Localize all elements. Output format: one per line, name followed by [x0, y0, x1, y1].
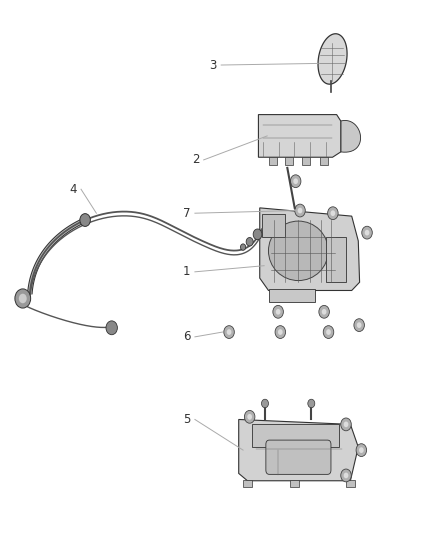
Circle shape [295, 204, 305, 217]
Bar [243, 480, 252, 487]
Bar [320, 157, 328, 165]
Polygon shape [318, 34, 347, 84]
Text: 3: 3 [209, 59, 217, 71]
Circle shape [356, 443, 367, 456]
Bar [290, 480, 299, 487]
Bar [326, 237, 346, 282]
Text: 6: 6 [183, 330, 191, 343]
Circle shape [323, 326, 334, 338]
Circle shape [357, 322, 361, 328]
Circle shape [344, 422, 348, 427]
Text: 2: 2 [192, 154, 199, 166]
Circle shape [276, 309, 280, 314]
Bar [302, 157, 310, 165]
Circle shape [365, 230, 369, 236]
Circle shape [19, 294, 27, 303]
Polygon shape [341, 120, 360, 152]
Bar [252, 424, 339, 447]
Ellipse shape [268, 221, 328, 280]
Circle shape [240, 244, 246, 251]
Circle shape [15, 289, 31, 308]
Text: 4: 4 [69, 183, 77, 196]
Circle shape [224, 326, 234, 338]
Circle shape [331, 211, 335, 216]
Text: 7: 7 [183, 207, 191, 220]
Polygon shape [258, 115, 341, 157]
Circle shape [106, 321, 117, 335]
Circle shape [341, 418, 351, 431]
Circle shape [359, 447, 364, 453]
Bar [269, 157, 277, 165]
Bar [346, 480, 355, 487]
Circle shape [326, 329, 331, 335]
Circle shape [273, 305, 283, 318]
Circle shape [308, 399, 315, 408]
Circle shape [362, 226, 372, 239]
Circle shape [244, 410, 255, 423]
Circle shape [261, 399, 268, 408]
Circle shape [247, 414, 252, 419]
Text: 5: 5 [183, 413, 191, 426]
Circle shape [80, 214, 90, 227]
Circle shape [290, 175, 301, 188]
Circle shape [275, 326, 286, 338]
Text: 1: 1 [183, 265, 191, 278]
Circle shape [298, 208, 302, 213]
Circle shape [227, 329, 231, 335]
Circle shape [354, 319, 364, 332]
Polygon shape [239, 419, 358, 481]
Circle shape [341, 469, 351, 482]
Circle shape [246, 238, 253, 246]
Bar [269, 289, 315, 302]
Circle shape [322, 309, 326, 314]
Circle shape [319, 305, 329, 318]
Circle shape [253, 229, 262, 240]
Circle shape [278, 329, 283, 335]
Bar [262, 214, 285, 237]
Bar [285, 157, 293, 165]
FancyBboxPatch shape [266, 440, 331, 474]
Polygon shape [260, 208, 360, 290]
Circle shape [328, 207, 338, 220]
Circle shape [293, 179, 298, 184]
Circle shape [344, 473, 348, 478]
